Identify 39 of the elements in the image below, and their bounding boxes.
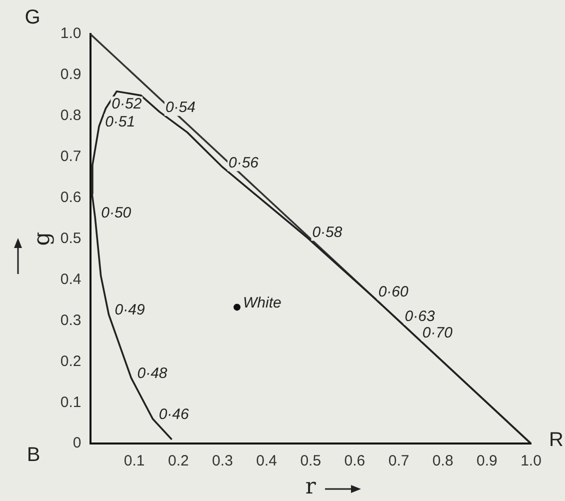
annotation: 0·60 (378, 283, 410, 300)
x-tick-label: 0.7 (388, 452, 410, 470)
x-tick-label: 0.1 (124, 452, 145, 470)
annotation: G (24, 6, 40, 29)
annotation: White (243, 294, 282, 312)
annotation: 0·63 (404, 308, 436, 325)
annotation: 0·58 (312, 224, 343, 241)
y-tick-label: 0.4 (60, 270, 82, 288)
y-tick-label: 0.1 (60, 394, 82, 411)
y-tick-label: 0.2 (60, 352, 82, 370)
x-tick-label: 0.5 (300, 452, 322, 470)
x-tick-label: 0.8 (432, 452, 454, 470)
y-tick-label: 0.9 (60, 66, 82, 84)
y-tick-label: 0.3 (60, 312, 82, 329)
annotation: 0·48 (137, 365, 168, 382)
y-axis-title: g (30, 232, 55, 246)
x-tick-label: 0.3 (212, 452, 233, 470)
y-tick-label: 0.6 (60, 188, 82, 206)
annotation: 0·52 (112, 96, 142, 113)
annotation: 0·49 (114, 302, 146, 319)
y-tick-label: 0.5 (60, 230, 82, 247)
annotation: 0·70 (422, 324, 454, 342)
annotation: 0·46 (158, 406, 190, 424)
x-tick-label: 0.4 (256, 452, 277, 470)
y-tick-label: 0.8 (60, 107, 82, 124)
annotation: R (549, 429, 564, 452)
x-tick-label: 0.9 (476, 452, 498, 470)
annotation: 0·51 (105, 113, 136, 130)
x-tick-label: 0.6 (344, 452, 366, 470)
y-tick-label: 0.7 (60, 148, 82, 166)
y-tick-label: 1.0 (60, 25, 82, 42)
annotation: 0·50 (101, 204, 132, 222)
x-tick-label: 1.0 (520, 452, 542, 470)
annotation: 0·54 (165, 98, 196, 116)
y-tick-label: 0 (72, 434, 82, 452)
annotation: 0·56 (228, 154, 260, 172)
text: B (26, 444, 40, 466)
x-axis-title: r (305, 474, 316, 500)
x-tick-label: 0.2 (168, 452, 189, 470)
